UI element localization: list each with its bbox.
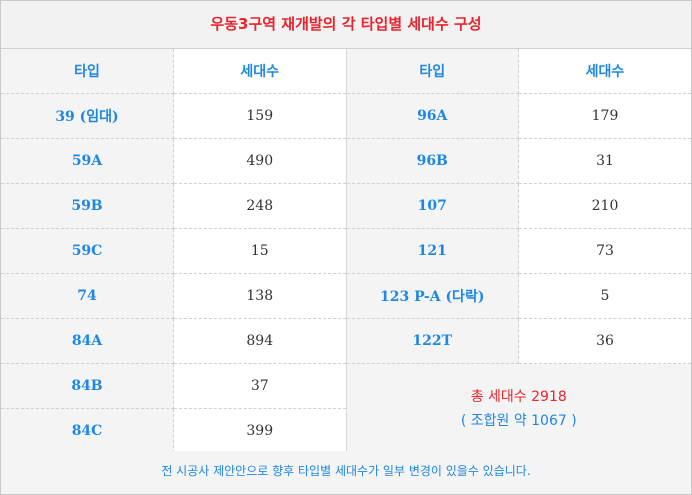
- count-cell: 5: [518, 273, 691, 319]
- count-cell: 179: [518, 93, 691, 139]
- footnote: 전 시공사 제안안으로 향후 타입별 세대수가 일부 변경이 있을수 있습니다.: [1, 451, 691, 494]
- type-cell: 59A: [1, 138, 174, 184]
- count-cell: 248: [173, 183, 347, 229]
- count-cell: 37: [173, 363, 347, 409]
- total-summary-cell: 총 세대수 2918 ( 조합원 약 1067 ): [346, 363, 691, 454]
- type-cell: 59B: [1, 183, 174, 229]
- type-cell: 122T: [346, 318, 519, 364]
- header-type-right: 타입: [346, 49, 519, 94]
- count-cell: 399: [173, 408, 347, 454]
- count-cell: 159: [173, 93, 347, 139]
- type-cell: 59C: [1, 228, 174, 274]
- type-cell: 84B: [1, 363, 174, 409]
- count-cell: 490: [173, 138, 347, 184]
- count-cell: 31: [518, 138, 691, 184]
- table-row: 39 (임대) 159 96A 179: [1, 93, 691, 139]
- table-row: 59B 248 107 210: [1, 183, 691, 229]
- count-cell: 210: [518, 183, 691, 229]
- table-row: 59C 15 121 73: [1, 228, 691, 274]
- type-cell: 74: [1, 273, 174, 319]
- header-count-right: 세대수: [518, 49, 691, 94]
- table-row: 59A 490 96B 31: [1, 138, 691, 184]
- table-row: 74 138 123 P-A (다락) 5: [1, 273, 691, 319]
- type-cell: 96A: [346, 93, 519, 139]
- count-cell: 15: [173, 228, 347, 274]
- total-households: 총 세대수 2918: [470, 388, 567, 405]
- header-type-left: 타입: [1, 49, 174, 94]
- type-cell: 39 (임대): [1, 93, 174, 139]
- count-cell: 894: [173, 318, 347, 364]
- header-count-left: 세대수: [173, 49, 347, 94]
- count-cell: 138: [173, 273, 347, 319]
- table-row: 84A 894 122T 36: [1, 318, 691, 364]
- table-row: 84B 37 총 세대수 2918 ( 조합원 약 1067 ): [1, 363, 691, 454]
- table-row: 84C 399: [1, 408, 691, 454]
- household-type-table: 타입 세대수 타입 세대수 39 (임대) 159 96A 179 59A 49…: [1, 49, 691, 454]
- count-cell: 73: [518, 228, 691, 274]
- type-cell: 107: [346, 183, 519, 229]
- header-row: 타입 세대수 타입 세대수: [1, 49, 691, 94]
- count-cell: 36: [518, 318, 691, 364]
- union-members-count: ( 조합원 약 1067 ): [460, 412, 577, 429]
- type-cell: 96B: [346, 138, 519, 184]
- type-cell: 84A: [1, 318, 174, 364]
- type-cell: 123 P-A (다락): [346, 273, 519, 319]
- table-title: 우동3구역 재개발의 각 타입별 세대수 구성: [1, 1, 691, 49]
- type-cell: 121: [346, 228, 519, 274]
- type-cell: 84C: [1, 408, 174, 454]
